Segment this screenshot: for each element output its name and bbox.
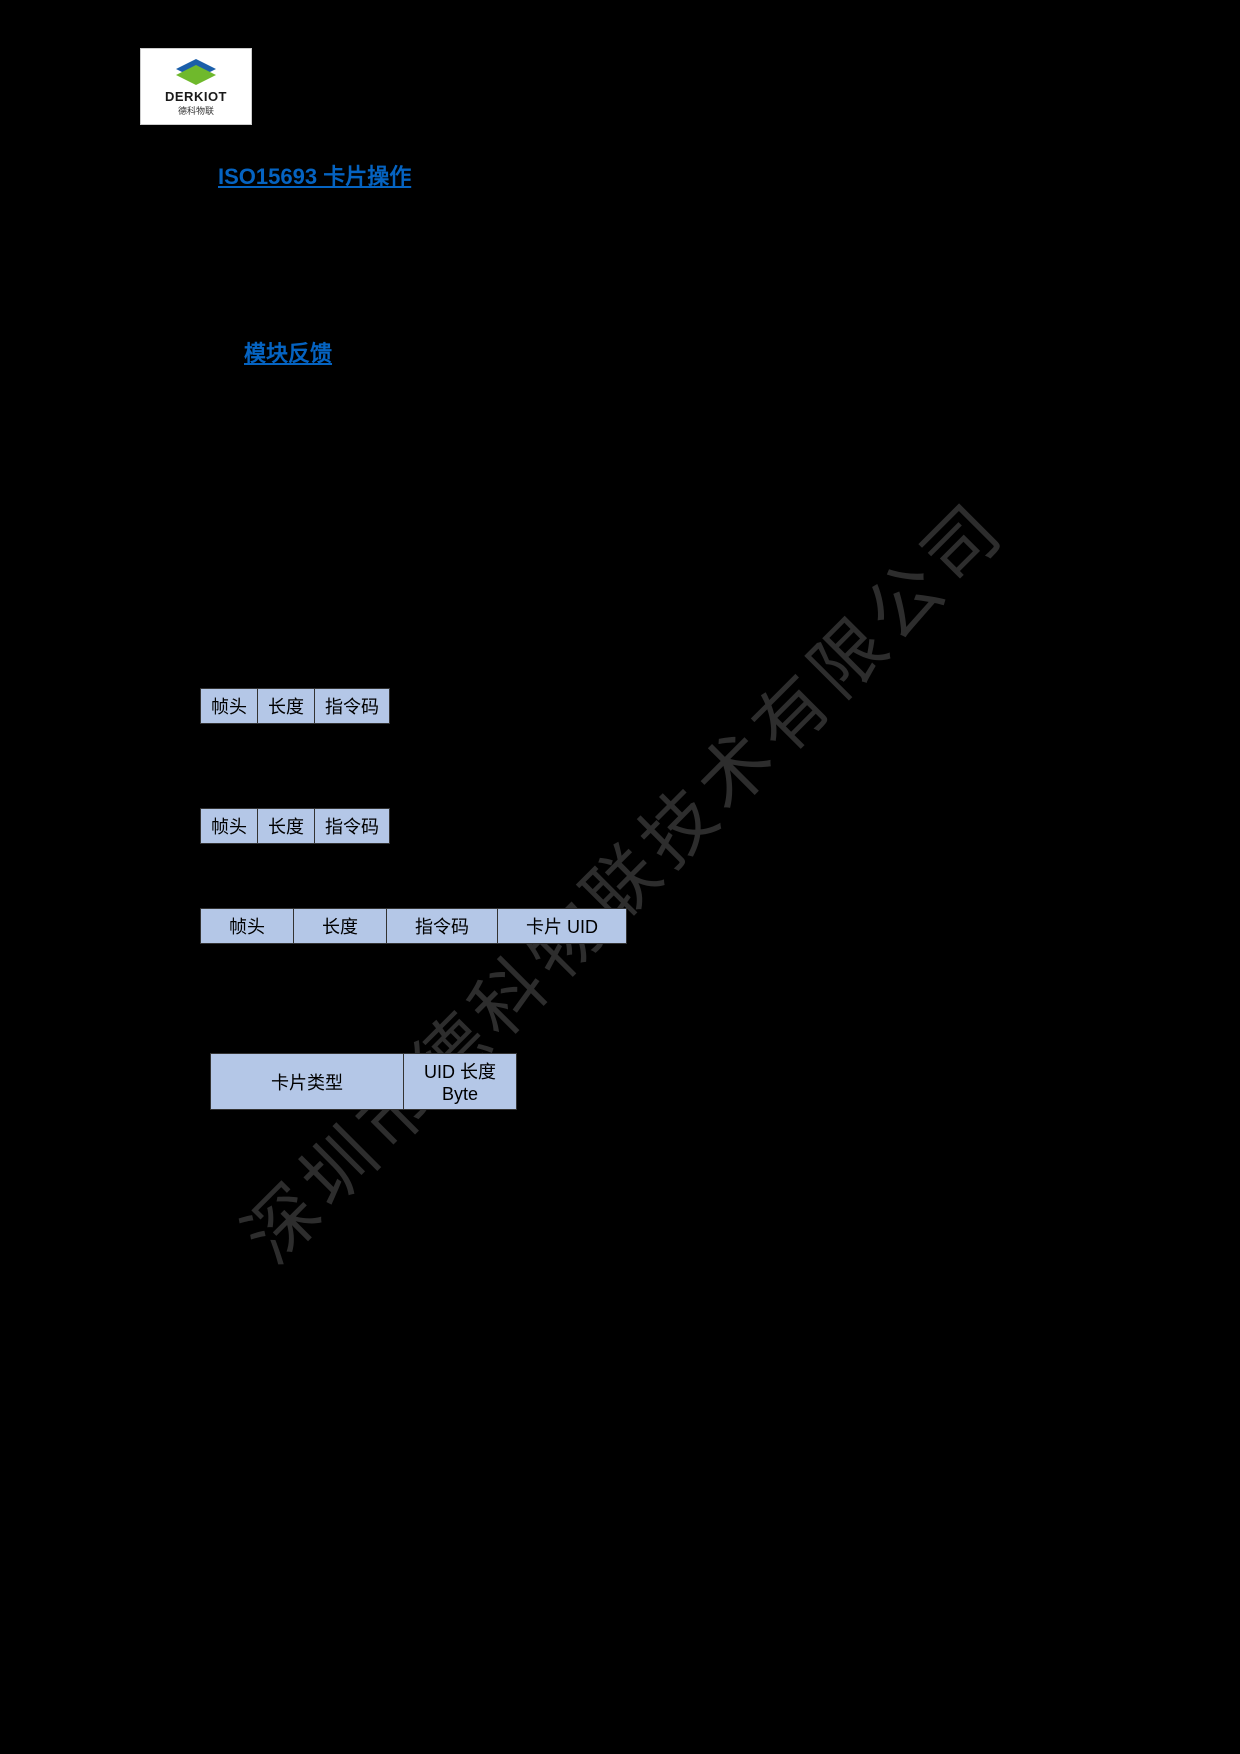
watermark-text: 深圳市德科物联技术有限公司 — [215, 472, 1025, 1282]
table-header-cell: 帧头 — [201, 909, 294, 944]
table-row: 帧头 长度 指令码 — [201, 689, 390, 724]
page: DERKIOT 德科物联 ISO15693 卡片操作 模块反馈 深圳市德科物联技… — [0, 0, 1240, 1754]
table-header-cell: UID 长度 Byte — [404, 1054, 517, 1110]
table-row: 卡片类型 UID 长度 Byte — [211, 1054, 517, 1110]
table-header-cell: 长度 — [258, 809, 315, 844]
table-header-cell: 卡片 UID — [498, 909, 627, 944]
table-header-cell: 帧头 — [201, 689, 258, 724]
table-frame-3: 帧头 长度 指令码 卡片 UID — [200, 908, 627, 944]
table-header-cell: 指令码 — [387, 909, 498, 944]
table-row: 帧头 长度 指令码 卡片 UID — [201, 909, 627, 944]
logo-icon — [171, 57, 221, 87]
table-header-cell: 长度 — [294, 909, 387, 944]
table-header-cell: 长度 — [258, 689, 315, 724]
logo-subtitle: 德科物联 — [178, 104, 214, 117]
section-heading-feedback[interactable]: 模块反馈 — [244, 336, 332, 368]
table-row: 帧头 长度 指令码 — [201, 809, 390, 844]
table-header-cell: 帧头 — [201, 809, 258, 844]
table-header-cell: 卡片类型 — [211, 1054, 404, 1110]
table-frame-1: 帧头 长度 指令码 — [200, 688, 390, 724]
logo: DERKIOT 德科物联 — [140, 48, 252, 125]
section-heading-iso15693[interactable]: ISO15693 卡片操作 — [218, 159, 411, 191]
table-card-type: 卡片类型 UID 长度 Byte — [210, 1053, 517, 1110]
table-frame-2: 帧头 长度 指令码 — [200, 808, 390, 844]
table-header-cell: 指令码 — [315, 689, 390, 724]
logo-brand-text: DERKIOT — [165, 89, 227, 104]
table-header-cell: 指令码 — [315, 809, 390, 844]
